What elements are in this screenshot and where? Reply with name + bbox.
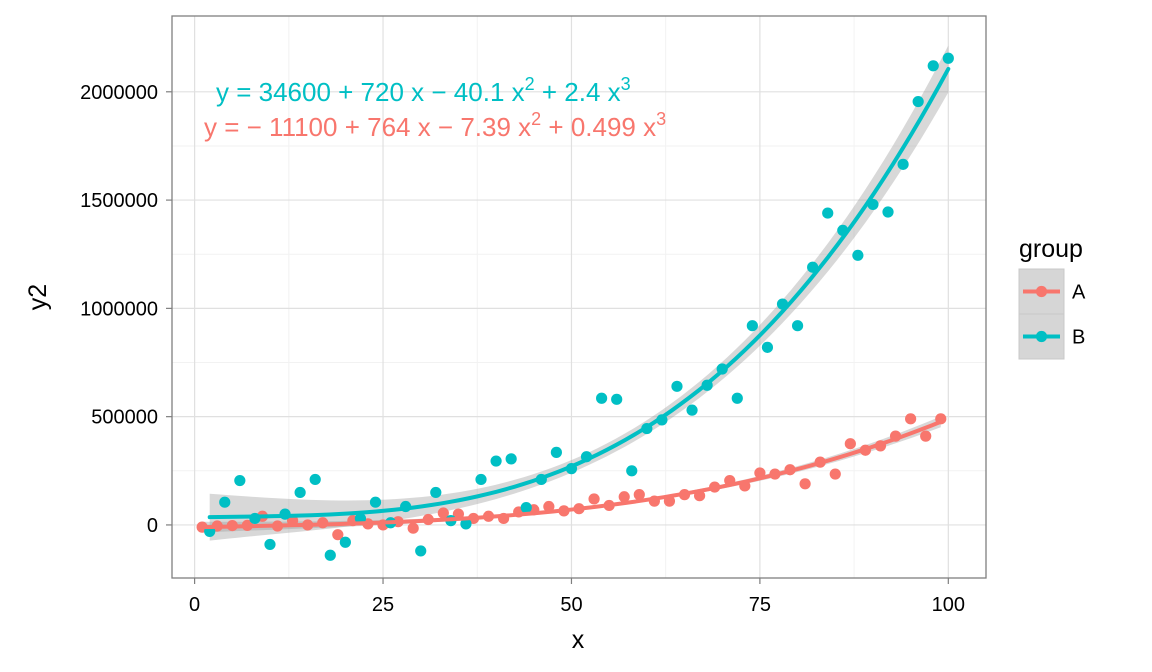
data-point-B bbox=[430, 486, 442, 499]
data-point-B bbox=[626, 465, 638, 477]
data-point-B bbox=[822, 207, 834, 219]
data-point-B bbox=[596, 392, 608, 404]
data-point-A bbox=[905, 413, 917, 425]
data-point-B bbox=[369, 496, 382, 508]
data-point-A bbox=[588, 493, 600, 505]
data-point-B bbox=[761, 341, 774, 353]
data-point-B bbox=[475, 473, 487, 486]
x-tick-label: 0 bbox=[189, 594, 200, 616]
data-point-A bbox=[332, 529, 344, 541]
data-point-B bbox=[505, 453, 517, 465]
y-tick-label: 0 bbox=[147, 515, 158, 537]
legend-label-A: A bbox=[1072, 282, 1086, 304]
x-tick-labels: 0 25 50 75 100 bbox=[189, 594, 965, 616]
equation-term: y = − 11100 + 764 x − 7.39 x bbox=[204, 112, 531, 142]
y-tick-labels: 0 500000 1000000 1500000 2000000 bbox=[80, 82, 158, 537]
data-point-B bbox=[686, 404, 698, 416]
x-tick-label: 25 bbox=[372, 594, 394, 616]
data-point-B bbox=[611, 393, 623, 405]
y-axis-title: y2 bbox=[24, 284, 52, 310]
y-tick-label: 2000000 bbox=[80, 82, 158, 104]
data-point-B bbox=[852, 249, 864, 261]
fit-equations: y = 34600 + 720 x − 40.1 x2 + 2.4 x3y = … bbox=[204, 74, 666, 142]
equation-exponent: 2 bbox=[531, 109, 541, 129]
data-point-B bbox=[927, 60, 939, 72]
x-axis-title: x bbox=[572, 626, 585, 654]
y-tick-label: 1000000 bbox=[80, 298, 158, 320]
data-point-B bbox=[490, 455, 502, 467]
data-point-A bbox=[633, 489, 645, 501]
x-tick-label: 75 bbox=[749, 594, 771, 616]
panel-border bbox=[171, 15, 987, 579]
data-point-B bbox=[309, 473, 321, 486]
y-tick-label: 1500000 bbox=[80, 190, 158, 212]
legend: group AB bbox=[1018, 235, 1086, 360]
data-point-B bbox=[460, 518, 472, 530]
data-point-B bbox=[882, 206, 894, 218]
grid-major bbox=[172, 16, 986, 578]
equation-exponent: 3 bbox=[656, 109, 666, 129]
data-point-B bbox=[294, 486, 306, 499]
data-point-B bbox=[219, 496, 231, 508]
data-point-A bbox=[844, 438, 856, 450]
legend-title: group bbox=[1019, 235, 1083, 263]
data-point-B bbox=[324, 549, 336, 561]
fit-equation-A: y = − 11100 + 764 x − 7.39 x2 + 0.499 x3 bbox=[204, 109, 666, 142]
fit-lines bbox=[200, 66, 951, 530]
x-tick-label: 50 bbox=[560, 594, 582, 616]
data-point-B bbox=[791, 320, 804, 332]
data-point-B bbox=[520, 502, 532, 514]
grid-minor bbox=[172, 16, 986, 578]
equation-exponent: 2 bbox=[525, 74, 535, 94]
data-point-B bbox=[234, 474, 246, 487]
equation-exponent: 3 bbox=[621, 74, 631, 94]
data-point-B bbox=[550, 446, 562, 458]
legend-key-point bbox=[1035, 285, 1048, 298]
data-point-A bbox=[407, 522, 419, 534]
data-point-B bbox=[671, 380, 683, 392]
data-point-B bbox=[264, 538, 276, 551]
axis-ticks bbox=[166, 91, 949, 584]
fit-line-B bbox=[207, 66, 951, 520]
fit-equation-B: y = 34600 + 720 x − 40.1 x2 + 2.4 x3 bbox=[216, 74, 631, 107]
x-tick-label: 100 bbox=[932, 594, 965, 616]
legend-label-B: B bbox=[1072, 327, 1085, 349]
data-point-B bbox=[731, 392, 743, 404]
data-point-A bbox=[799, 478, 811, 490]
data-point-B bbox=[897, 158, 909, 170]
data-point-A bbox=[437, 507, 449, 519]
equation-term: + 2.4 x bbox=[535, 77, 621, 107]
data-point-B bbox=[912, 95, 924, 108]
legend-keys: AB bbox=[1018, 268, 1086, 360]
data-point-B bbox=[415, 545, 427, 557]
data-point-A bbox=[829, 468, 841, 480]
equation-term: y = 34600 + 720 x − 40.1 x bbox=[216, 77, 525, 107]
data-point-B bbox=[746, 320, 758, 332]
data-point-A bbox=[543, 500, 555, 513]
data-point-B bbox=[339, 536, 351, 548]
data-point-B bbox=[942, 52, 954, 64]
equation-term: + 0.499 x bbox=[541, 112, 656, 142]
y-tick-label: 500000 bbox=[91, 407, 158, 429]
fit-line-A bbox=[200, 419, 943, 530]
data-point-A bbox=[920, 430, 932, 442]
data-point-A bbox=[618, 491, 630, 503]
legend-key-point bbox=[1035, 330, 1048, 343]
